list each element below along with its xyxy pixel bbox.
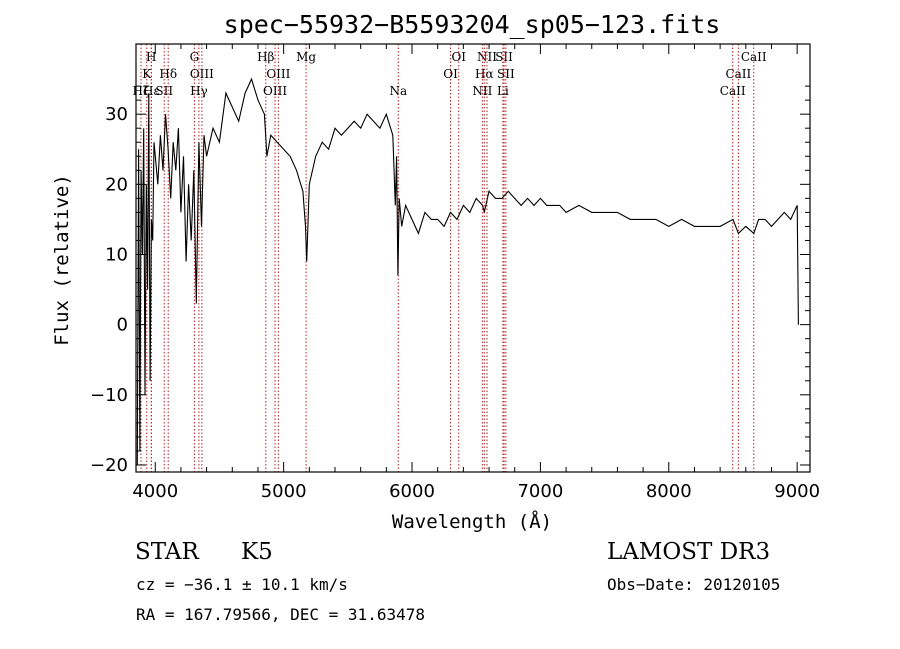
- marker-label: OIII: [266, 67, 290, 81]
- marker-label: Hδ: [159, 67, 177, 81]
- marker-label: SII: [155, 84, 173, 98]
- x-axis-label: Wavelength (Å): [392, 510, 552, 533]
- y-tick-label: 0: [117, 315, 128, 336]
- marker-label: H: [146, 50, 156, 64]
- obs-date: Obs−Date: 20120105: [607, 575, 780, 594]
- plot-frame: [135, 43, 811, 473]
- marker-label: SII: [497, 67, 515, 81]
- y-axis-label: Flux (relative): [51, 174, 73, 346]
- chart-title: spec−55932−B5593204_sp05−123.fits: [224, 10, 721, 39]
- marker-label: Li: [497, 84, 509, 98]
- x-tick-label: 7000: [517, 481, 563, 502]
- marker-label: NII: [472, 84, 492, 98]
- x-tick-label: 6000: [389, 481, 435, 502]
- marker-label: OIII: [190, 67, 214, 81]
- marker-label: NII: [477, 50, 497, 64]
- y-tick-label: 30: [105, 104, 128, 125]
- x-tick-label: 5000: [261, 481, 307, 502]
- marker-label: Hζ: [133, 84, 150, 98]
- spectrum-line: [136, 77, 799, 466]
- object-class: STAR: [135, 539, 199, 565]
- x-tick-label: 9000: [774, 481, 820, 502]
- object-subclass: K5: [241, 539, 273, 565]
- marker-label: OI: [443, 67, 458, 81]
- axis-ticks: 4000 5000 6000 7000 8000 9000 −20 −10 0 10 20 30: [90, 44, 820, 502]
- marker-label: Na: [389, 84, 407, 98]
- y-tick-label: −10: [90, 385, 128, 406]
- marker-label: CaII: [720, 84, 746, 98]
- marker-label: Hε: [143, 84, 160, 98]
- ra-dec: RA = 167.79566, DEC = 31.63478: [136, 605, 425, 624]
- marker-label: OIII: [263, 84, 287, 98]
- marker-label: G: [190, 50, 200, 64]
- marker-label: OI: [451, 50, 466, 64]
- marker-label: CaII: [725, 67, 751, 81]
- marker-label: K: [142, 67, 152, 81]
- survey-name: LAMOST DR3: [607, 539, 770, 565]
- y-tick-label: 10: [105, 244, 128, 265]
- marker-label: SII: [495, 50, 513, 64]
- y-tick-label: 20: [105, 174, 128, 195]
- marker-label: Hα: [475, 67, 494, 81]
- marker-label: Hγ: [190, 84, 208, 98]
- redshift-cz: cz = −36.1 ± 10.1 km/s: [136, 575, 348, 594]
- marker-label: CaII: [741, 50, 767, 64]
- y-tick-label: −20: [90, 455, 128, 476]
- marker-label: Mg: [296, 50, 316, 64]
- x-tick-label: 4000: [132, 481, 178, 502]
- marker-label: Hβ: [257, 50, 274, 64]
- x-tick-label: 8000: [646, 481, 692, 502]
